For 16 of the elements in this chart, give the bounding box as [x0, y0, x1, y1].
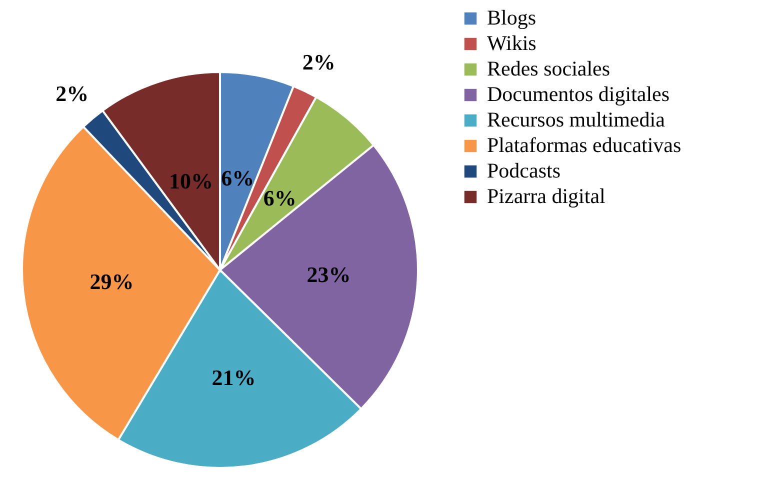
data-label: 2%: [302, 49, 336, 74]
data-label: 2%: [56, 80, 89, 106]
legend-label: Plataformas educativas: [487, 133, 682, 157]
data-label: 29%: [90, 269, 134, 294]
data-label: 10%: [168, 168, 213, 194]
data-label: 23%: [306, 262, 351, 288]
legend-label: Documentos digitales: [487, 82, 670, 106]
legend-label: Blogs: [487, 6, 536, 30]
legend-label: Podcasts: [487, 158, 560, 182]
data-label: 6%: [221, 166, 254, 191]
legend-label: Recursos multimedia: [487, 108, 666, 132]
data-label: 21%: [212, 365, 256, 390]
data-label: 6%: [263, 186, 296, 211]
legend-label: Wikis: [487, 31, 536, 55]
legend-label: Redes sociales: [487, 56, 610, 80]
legend-label: Pizarra digital: [487, 184, 606, 208]
